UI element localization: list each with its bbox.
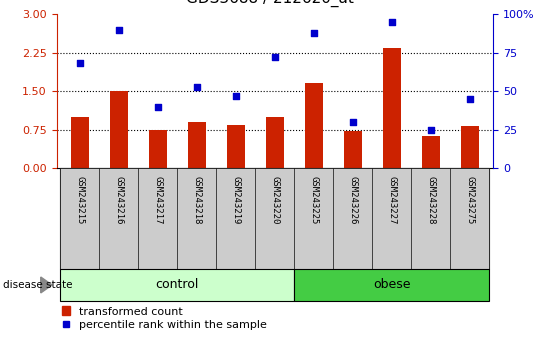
Point <box>426 127 435 132</box>
Text: GSM243216: GSM243216 <box>114 176 123 224</box>
Text: GDS3688 / 212620_at: GDS3688 / 212620_at <box>185 0 354 7</box>
Bar <box>372 168 411 269</box>
Bar <box>139 168 177 269</box>
Point <box>466 96 474 102</box>
Text: GSM243220: GSM243220 <box>271 176 279 224</box>
Point <box>309 30 318 35</box>
Text: GSM243226: GSM243226 <box>348 176 357 224</box>
Point <box>192 84 201 89</box>
Bar <box>294 269 489 301</box>
Bar <box>110 91 128 168</box>
Point <box>271 55 279 60</box>
Bar <box>71 117 89 168</box>
Bar <box>255 168 294 269</box>
Text: obese: obese <box>373 279 411 291</box>
Text: GSM243218: GSM243218 <box>192 176 202 224</box>
Bar <box>333 168 372 269</box>
Text: GSM243227: GSM243227 <box>388 176 396 224</box>
Bar <box>217 168 255 269</box>
Point <box>349 119 357 125</box>
Bar <box>450 168 489 269</box>
Point <box>154 104 162 109</box>
Point <box>232 93 240 99</box>
Text: disease state: disease state <box>3 280 72 290</box>
Text: GSM243215: GSM243215 <box>75 176 85 224</box>
Bar <box>305 84 323 168</box>
Point <box>115 27 123 33</box>
Bar <box>422 136 440 168</box>
Bar <box>60 269 294 301</box>
Bar <box>188 122 206 168</box>
Bar <box>344 131 362 168</box>
Bar <box>383 47 400 168</box>
Bar <box>149 130 167 168</box>
FancyArrow shape <box>41 277 52 293</box>
Text: GSM243275: GSM243275 <box>465 176 474 224</box>
Point <box>388 19 396 25</box>
Text: GSM243225: GSM243225 <box>309 176 319 224</box>
Bar <box>411 168 450 269</box>
Legend: transformed count, percentile rank within the sample: transformed count, percentile rank withi… <box>62 307 267 330</box>
Point <box>75 61 84 66</box>
Text: GSM243217: GSM243217 <box>154 176 162 224</box>
Text: GSM243228: GSM243228 <box>426 176 436 224</box>
Bar <box>266 117 284 168</box>
Bar <box>227 125 245 168</box>
Bar <box>461 126 479 168</box>
Bar <box>100 168 139 269</box>
Bar <box>294 168 333 269</box>
Bar <box>60 168 100 269</box>
Text: control: control <box>156 279 199 291</box>
Text: GSM243219: GSM243219 <box>231 176 240 224</box>
Bar <box>177 168 217 269</box>
